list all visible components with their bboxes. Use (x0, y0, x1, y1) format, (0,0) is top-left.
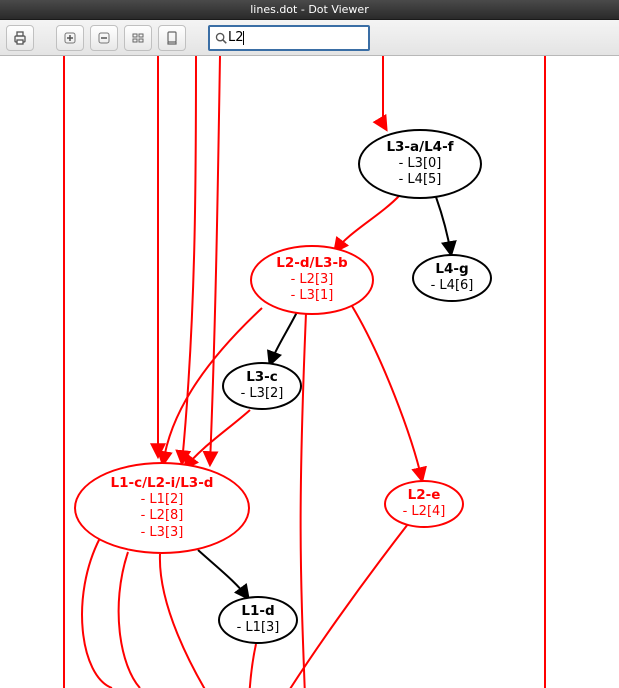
node-sub: - L3[3] (141, 525, 184, 541)
node-sub: - L3[0] (399, 156, 442, 172)
zoom-in-icon (62, 30, 78, 46)
node-sub: - L1[3] (237, 620, 280, 636)
zoom-fit-button[interactable] (124, 25, 152, 51)
window-title: lines.dot - Dot Viewer (250, 3, 368, 16)
graph-node[interactable]: L4-g- L4[6] (412, 254, 492, 302)
node-sub: - L2[8] (141, 508, 184, 524)
zoom-fit-icon (130, 30, 146, 46)
toolbar: L2 (0, 20, 619, 56)
zoom-100-button[interactable] (158, 25, 186, 51)
graph-node[interactable]: L2-e- L2[4] (384, 480, 464, 528)
graph-node[interactable]: L1-c/L2-i/L3-d- L1[2]- L2[8]- L3[3] (74, 462, 250, 554)
graph-edge (270, 312, 297, 364)
edges-layer (0, 56, 619, 688)
graph-canvas[interactable]: L3-a/L4-f- L3[0]- L4[5]L2-d/L3-b- L2[3]-… (0, 56, 619, 688)
window-titlebar: lines.dot - Dot Viewer (0, 0, 619, 20)
node-title: L1-c/L2-i/L3-d (111, 475, 214, 492)
graph-edge (301, 313, 306, 688)
search-icon (214, 31, 228, 45)
node-sub: - L2[3] (291, 272, 334, 288)
search-box[interactable]: L2 (208, 25, 370, 51)
node-title: L2-d/L3-b (276, 255, 347, 272)
graph-edge (119, 552, 140, 688)
node-title: L3-c (246, 369, 278, 386)
node-sub: - L4[5] (399, 172, 442, 188)
node-title: L2-e (408, 487, 441, 504)
graph-node[interactable]: L2-d/L3-b- L2[3]- L3[1] (250, 245, 374, 315)
graph-edge (383, 56, 386, 129)
graph-edge (185, 410, 250, 468)
graph-node[interactable]: L1-d- L1[3] (218, 596, 298, 644)
zoom-100-icon (164, 30, 180, 46)
graph-edge (352, 306, 422, 480)
graph-node[interactable]: L3-a/L4-f- L3[0]- L4[5] (358, 129, 482, 199)
graph-edge (198, 550, 248, 598)
graph-edge (436, 197, 451, 254)
zoom-out-icon (96, 30, 112, 46)
graph-edge (82, 538, 112, 688)
zoom-out-button[interactable] (90, 25, 118, 51)
node-sub: - L3[1] (291, 288, 334, 304)
node-sub: - L4[6] (431, 278, 474, 294)
node-sub: - L3[2] (241, 386, 284, 402)
node-title: L3-a/L4-f (386, 139, 453, 156)
graph-edge (249, 644, 256, 688)
print-button[interactable] (6, 25, 34, 51)
node-sub: - L2[4] (403, 504, 446, 520)
zoom-in-button[interactable] (56, 25, 84, 51)
graph-edge (160, 554, 215, 688)
node-title: L4-g (435, 261, 468, 278)
graph-edge (335, 195, 400, 251)
graph-edge (278, 524, 408, 688)
graph-node[interactable]: L3-c- L3[2] (222, 362, 302, 410)
node-title: L1-d (241, 603, 274, 620)
node-sub: - L1[2] (141, 492, 184, 508)
search-input-display[interactable]: L2 (228, 30, 244, 45)
graph-edge (210, 56, 220, 464)
printer-icon (12, 30, 28, 46)
